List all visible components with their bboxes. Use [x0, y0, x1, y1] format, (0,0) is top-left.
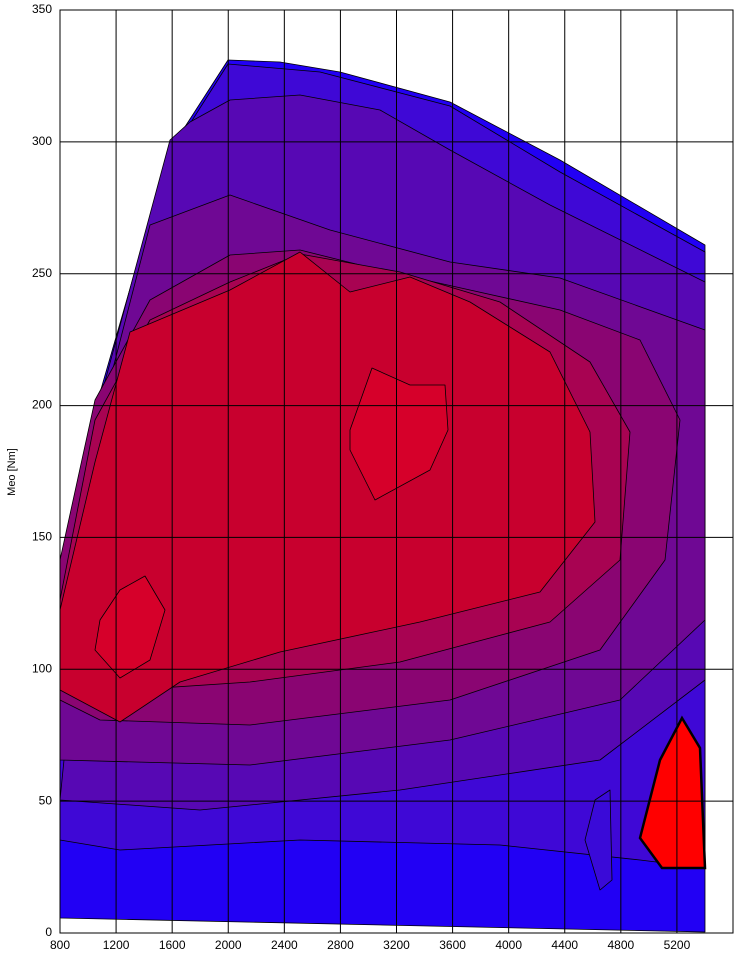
- y-tick-label: 300: [32, 134, 52, 148]
- y-tick-label: 0: [45, 925, 52, 939]
- x-tick-label: 4800: [607, 938, 634, 952]
- y-tick-label: 250: [32, 266, 52, 280]
- x-tick-label: 1600: [159, 938, 186, 952]
- y-tick-label: 100: [32, 661, 52, 675]
- x-tick-label: 1200: [103, 938, 130, 952]
- y-axis-label: Meo [Nm]: [6, 448, 18, 496]
- x-tick-label: 2800: [327, 938, 354, 952]
- x-tick-label: 4000: [495, 938, 522, 952]
- x-tick-label: 3200: [383, 938, 410, 952]
- y-tick-label: 350: [32, 2, 52, 16]
- x-tick-label: 5200: [664, 938, 691, 952]
- y-tick-label: 150: [32, 530, 52, 544]
- x-tick-label: 3600: [439, 938, 466, 952]
- x-tick-label: 2000: [215, 938, 242, 952]
- plot-frame: [59, 9, 734, 934]
- y-tick-label: 50: [39, 793, 53, 807]
- y-tick-label: 200: [32, 398, 52, 412]
- x-tick-label: 800: [50, 938, 70, 952]
- x-tick-label: 4400: [551, 938, 578, 952]
- x-tick-label: 2400: [271, 938, 298, 952]
